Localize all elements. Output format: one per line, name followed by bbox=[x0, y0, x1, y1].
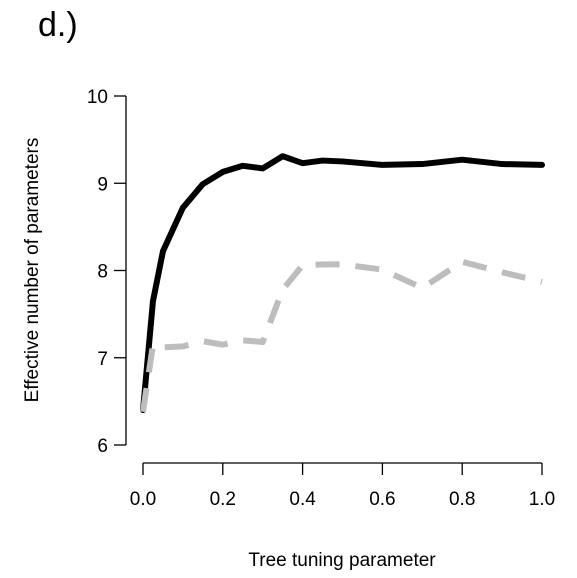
panel-label: d.) bbox=[38, 6, 78, 44]
y-tick-label: 6 bbox=[97, 436, 108, 457]
x-tick-label: 0.2 bbox=[210, 489, 236, 510]
y-tick-label: 8 bbox=[97, 262, 108, 283]
dashed-series-line bbox=[140, 258, 543, 413]
y-axis: 6 7 8 9 10 bbox=[87, 87, 127, 457]
x-tick-label: 0.6 bbox=[369, 489, 395, 510]
x-tick-label: 1.0 bbox=[529, 489, 555, 510]
x-axis: 0.0 0.2 0.4 0.6 0.8 1.0 bbox=[130, 462, 555, 510]
x-tick-label: 0.4 bbox=[289, 489, 316, 510]
y-axis-title: Effective number of parameters bbox=[22, 138, 43, 403]
x-tick-label: 0.8 bbox=[449, 489, 475, 510]
y-tick-label: 9 bbox=[97, 174, 108, 195]
y-tick-label: 10 bbox=[87, 87, 108, 108]
series-layer bbox=[140, 153, 545, 414]
x-axis-title: Tree tuning parameter bbox=[248, 550, 436, 571]
y-tick-label: 7 bbox=[97, 349, 108, 370]
x-tick-label: 0.0 bbox=[130, 489, 156, 510]
solid-series-line bbox=[140, 153, 545, 414]
